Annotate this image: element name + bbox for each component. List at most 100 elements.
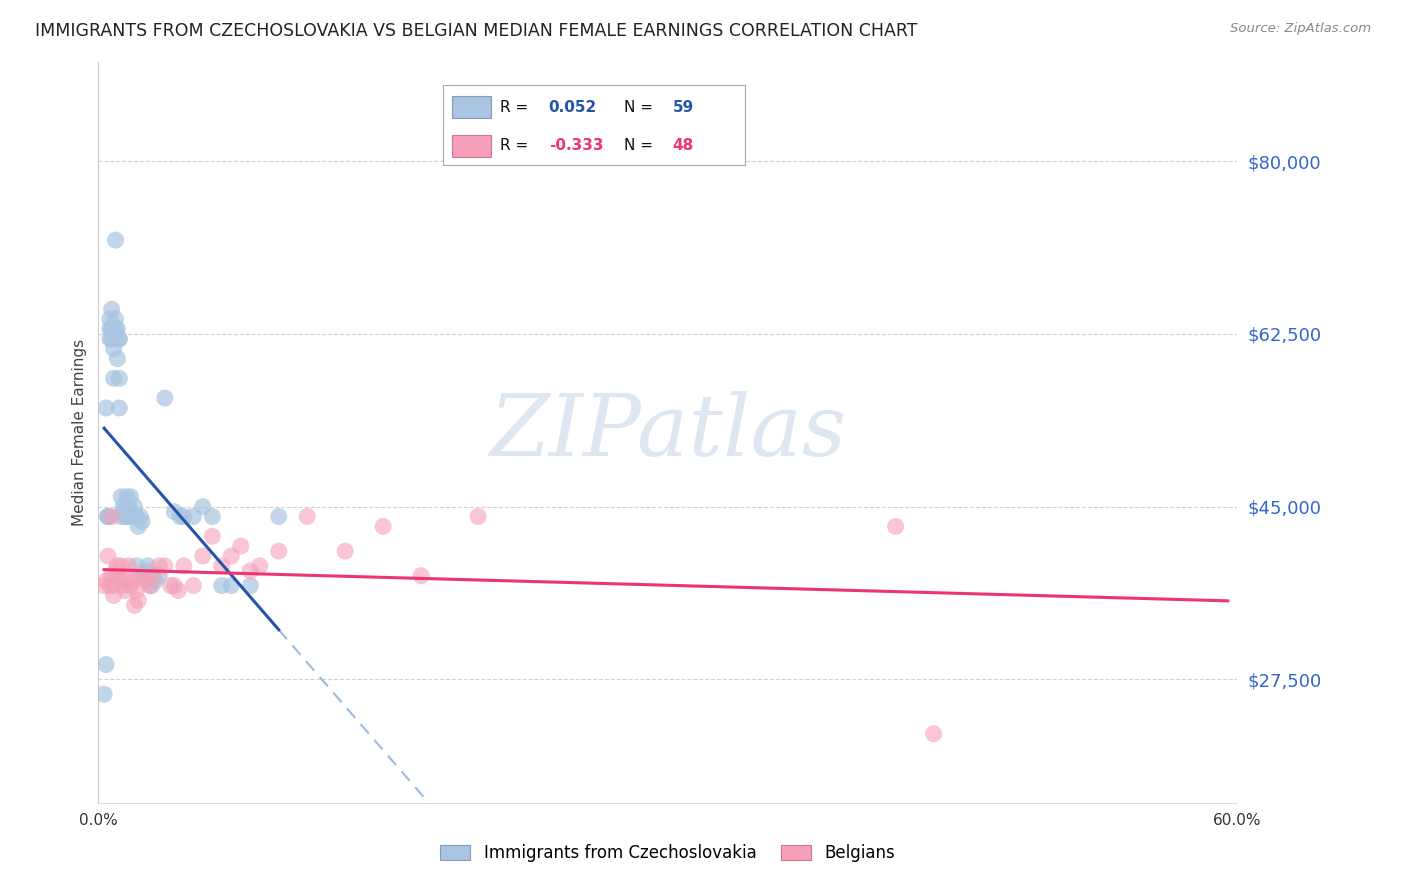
Point (125, 509, 148, 524)
Point (335, 544, 357, 558)
Point (129, 568, 152, 582)
Point (153, 558, 176, 573)
Point (211, 579, 233, 593)
Point (104, 564, 127, 578)
Point (97, 509, 120, 524)
Point (100, 322, 122, 336)
Point (173, 558, 195, 573)
Point (107, 568, 129, 582)
Text: Source: ZipAtlas.com: Source: ZipAtlas.com (1230, 22, 1371, 36)
Point (107, 322, 129, 336)
Text: 0.052: 0.052 (548, 100, 598, 115)
Point (136, 558, 159, 573)
Text: N =: N = (624, 138, 658, 153)
Point (129, 509, 152, 524)
Text: ZIPatlas: ZIPatlas (489, 392, 846, 474)
Point (297, 509, 319, 524)
Point (108, 401, 131, 415)
Point (884, 519, 907, 533)
Point (104, 312, 127, 326)
Point (125, 583, 148, 598)
Point (239, 564, 262, 578)
Point (132, 568, 155, 582)
Point (173, 509, 195, 524)
Point (100, 322, 122, 336)
Point (124, 500, 146, 514)
Point (97, 509, 120, 524)
Point (110, 558, 132, 573)
Text: R =: R = (501, 100, 533, 115)
Point (191, 549, 214, 563)
Point (239, 579, 262, 593)
Point (148, 568, 170, 582)
Point (153, 391, 176, 405)
Point (138, 579, 160, 593)
Point (127, 519, 149, 533)
Point (103, 326, 125, 341)
Point (118, 509, 141, 524)
Point (112, 500, 135, 514)
Point (211, 558, 233, 573)
Point (94, 401, 117, 415)
Point (93, 579, 115, 593)
Point (108, 371, 131, 385)
Point (148, 558, 170, 573)
Point (135, 564, 157, 578)
Point (167, 583, 190, 598)
Point (98, 312, 121, 326)
Point (118, 500, 141, 514)
Point (467, 509, 489, 524)
Point (110, 509, 132, 524)
Point (267, 544, 290, 558)
Point (121, 509, 143, 524)
FancyBboxPatch shape (451, 96, 491, 119)
Point (112, 579, 135, 593)
Point (108, 332, 131, 346)
Point (121, 574, 143, 588)
Point (922, 727, 945, 741)
Point (114, 583, 136, 598)
Point (267, 509, 290, 524)
Text: -0.333: -0.333 (548, 138, 603, 153)
Point (94, 657, 117, 672)
Point (104, 233, 127, 247)
Point (163, 505, 186, 519)
Point (183, 579, 205, 593)
Point (114, 509, 136, 524)
Point (98, 332, 121, 346)
Text: R =: R = (501, 138, 533, 153)
Point (100, 568, 122, 582)
Text: 59: 59 (672, 100, 695, 115)
Point (142, 568, 165, 582)
Point (221, 549, 243, 563)
Point (120, 579, 142, 593)
Point (112, 505, 135, 519)
Point (97, 509, 120, 524)
Point (118, 558, 141, 573)
Point (103, 342, 125, 356)
Text: N =: N = (624, 100, 658, 115)
Point (169, 509, 191, 524)
Point (221, 579, 243, 593)
Point (100, 509, 122, 524)
Point (125, 558, 148, 573)
Point (124, 599, 146, 613)
Point (159, 579, 181, 593)
Point (100, 302, 122, 317)
Point (98, 322, 121, 336)
Point (104, 322, 127, 336)
Point (120, 490, 142, 504)
Point (97, 549, 120, 563)
Point (103, 589, 125, 603)
Point (141, 579, 163, 593)
Point (127, 593, 149, 607)
Text: IMMIGRANTS FROM CZECHOSLOVAKIA VS BELGIAN MEDIAN FEMALE EARNINGS CORRELATION CHA: IMMIGRANTS FROM CZECHOSLOVAKIA VS BELGIA… (35, 22, 918, 40)
Point (183, 509, 205, 524)
Point (103, 371, 125, 385)
Point (93, 687, 115, 701)
Point (115, 490, 138, 504)
Point (131, 515, 153, 529)
Point (110, 490, 132, 504)
Point (107, 351, 129, 366)
Point (115, 574, 138, 588)
